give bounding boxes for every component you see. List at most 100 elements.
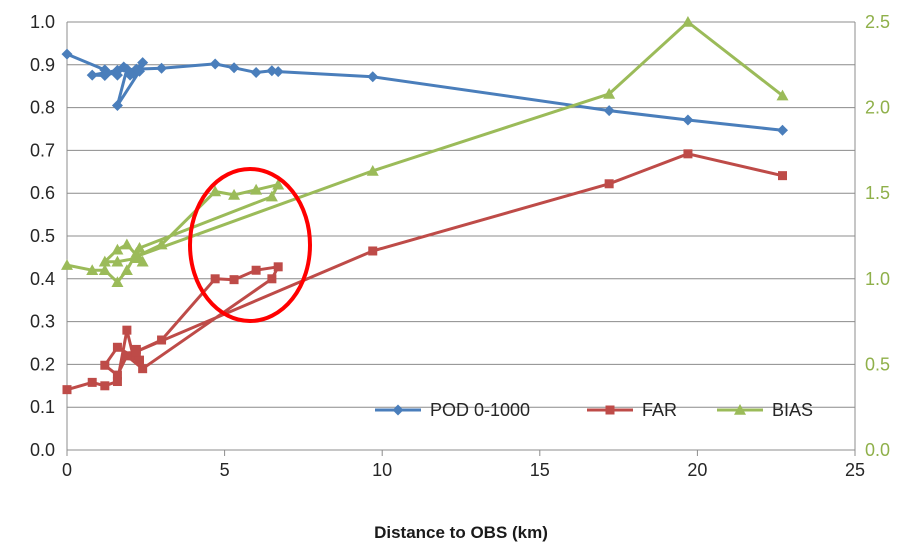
data-point [111,243,124,255]
series-line [66,20,784,284]
y2-tick-label: 2.0 [865,98,890,118]
data-point [683,149,693,159]
data-point [209,58,221,70]
data-point [157,335,167,345]
y-tick-label: 0.5 [30,226,55,246]
data-point [155,238,168,250]
data-point [156,62,168,74]
legend-item: FAR [587,400,677,420]
series-layer [61,16,789,395]
y-tick-label: 0.9 [30,55,55,75]
y-tick-label: 0.3 [30,312,55,332]
y-tick-label: 0.1 [30,397,55,417]
legend-marker [734,404,746,415]
data-point [98,255,111,267]
data-point [131,347,141,357]
data-point [138,364,148,374]
data-point [210,274,220,284]
data-point [111,255,124,267]
legend: POD 0-1000 FAR BIAS [375,400,813,420]
legend-marker [605,405,615,415]
data-point [122,325,132,335]
data-point [61,259,73,270]
data-point [100,360,110,370]
y2-tick-label: 0.5 [865,354,890,374]
y-tick-label: 0.6 [30,183,55,203]
annotation-layer [188,167,312,323]
y2-tick-label: 0.0 [865,440,890,460]
y-tick-label: 0.2 [30,354,55,374]
legend-item: BIAS [717,400,813,420]
series-line [66,152,783,392]
data-point [603,87,616,99]
data-point [272,178,285,190]
data-point [368,246,378,256]
x-axis-label: Distance to OBS (km) [374,523,548,542]
x-tick-label: 10 [372,460,392,480]
y-tick-label: 1.0 [30,12,55,32]
data-point [134,355,144,365]
x-tick-label: 20 [687,460,707,480]
series-far [62,149,788,395]
data-point [228,188,241,200]
data-point [121,63,133,75]
data-point [111,276,124,288]
data-point [250,67,262,79]
legend-label: FAR [642,400,677,420]
data-point [367,71,379,83]
x-tick-label: 25 [845,460,865,480]
data-point [604,179,614,189]
data-point [98,264,111,276]
data-point [366,164,379,176]
y2-tick-label: 1.5 [865,183,890,203]
data-point [61,48,73,60]
legend-item: POD 0-1000 [375,400,530,420]
data-point [229,275,239,285]
data-point [777,124,789,136]
y-tick-label: 0.4 [30,269,55,289]
y-tick-label: 0.8 [30,98,55,118]
data-point [112,342,122,352]
x-tick-label: 0 [62,460,72,480]
data-point [111,64,123,76]
y2-tick-label: 1.0 [865,269,890,289]
data-point [209,185,222,197]
data-point [137,57,149,69]
data-point [112,377,122,387]
series-line [66,52,783,132]
data-point [99,64,111,76]
gridlines [67,21,855,451]
data-point [120,238,133,250]
data-point [228,62,240,74]
data-point [251,265,261,275]
data-point [86,69,98,81]
data-point [111,99,123,111]
data-point [112,370,122,380]
data-point [136,255,149,267]
series-pod-0-1000 [61,48,789,136]
legend-marker [392,404,404,416]
axes: 0.0 0.1 0.2 0.3 0.4 0.5 0.6 0.7 0.8 0.9 1.0 0.0 0.5 1… [30,12,890,480]
legend-label: BIAS [772,400,813,420]
data-point [133,241,146,253]
data-point [62,385,72,395]
series-bias [61,16,789,288]
data-point [267,274,277,284]
data-point [682,114,694,126]
data-point [86,264,99,276]
y-tick-label: 0.0 [30,440,55,460]
data-point [99,70,111,81]
data-point [272,66,284,78]
data-point [87,377,97,387]
y-tick-label: 0.7 [30,140,55,160]
data-point [265,190,278,202]
data-point [273,262,283,272]
x-tick-label: 15 [530,460,550,480]
data-point [603,105,615,117]
data-point [130,63,142,75]
highlight-ellipse [188,167,312,323]
data-point [778,171,788,181]
data-point [776,89,789,101]
data-point [250,183,263,195]
